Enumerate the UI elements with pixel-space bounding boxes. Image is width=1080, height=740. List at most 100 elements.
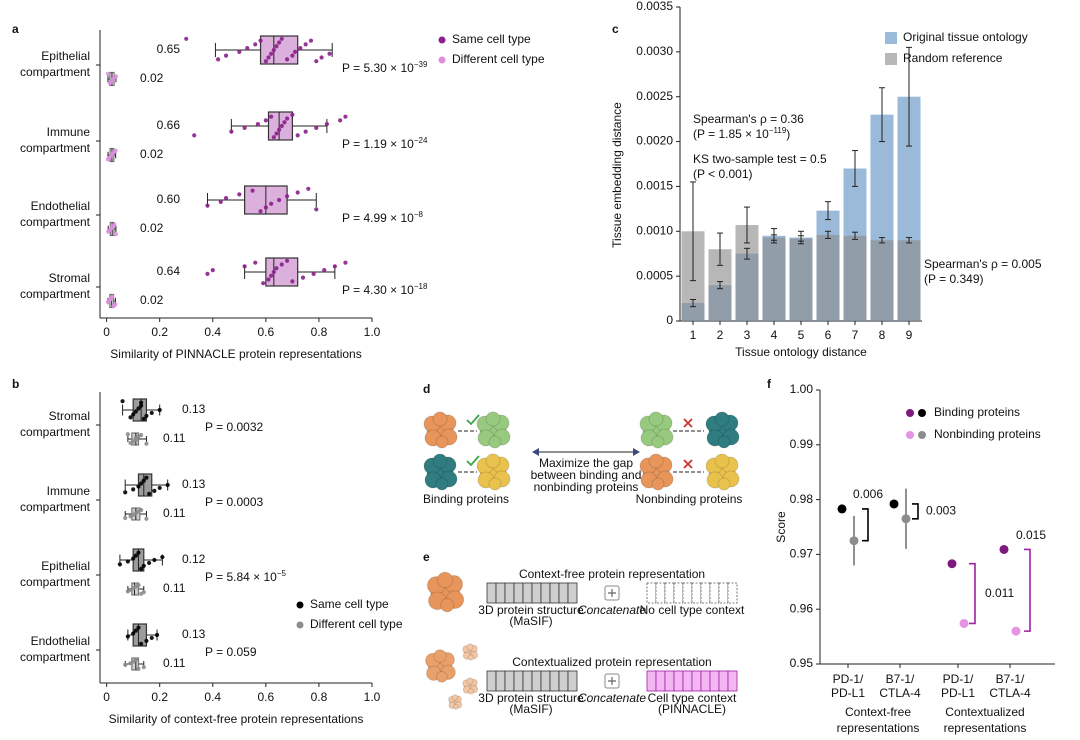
embedding-cell bbox=[567, 670, 578, 692]
group-label: Context-free representations bbox=[837, 705, 920, 735]
mean-label: 0.11 bbox=[163, 431, 186, 445]
data-point bbox=[152, 488, 157, 493]
legend-marker bbox=[918, 409, 926, 417]
embedding-cell bbox=[522, 582, 533, 604]
x-tick-label: 1.0 bbox=[364, 690, 381, 704]
bracket bbox=[969, 562, 976, 625]
x-tick-label: 0.6 bbox=[258, 690, 275, 704]
mean-label: 0.12 bbox=[182, 552, 206, 566]
data-point bbox=[284, 194, 290, 199]
x-tick-label: PD-1/PD-L1 bbox=[831, 672, 865, 700]
embedding-cell bbox=[495, 670, 506, 692]
legend-label: Same cell type bbox=[452, 32, 531, 46]
p-value: P = 4.30 × 10−18 bbox=[342, 282, 428, 298]
protein-lobe bbox=[467, 688, 475, 695]
data-point bbox=[279, 36, 284, 41]
data-point bbox=[271, 135, 276, 140]
embedding-cell bbox=[531, 670, 542, 692]
legend-marker bbox=[296, 621, 304, 629]
diagram-caption: (PINNACLE) bbox=[658, 702, 726, 716]
diagram-caption: (MaSIF) bbox=[509, 702, 552, 716]
x-tick-label: 6 bbox=[825, 328, 832, 342]
diagram-caption: Binding proteins bbox=[423, 492, 509, 506]
y-tick-label: 0.97 bbox=[790, 547, 814, 561]
data-point bbox=[284, 116, 290, 121]
y-tick-label: 0.0005 bbox=[636, 268, 673, 282]
x-tick-label: PD-1/PD-L1 bbox=[941, 672, 975, 700]
protein-lobe bbox=[452, 703, 459, 710]
data-point bbox=[160, 554, 165, 560]
p-value: P = 0.0003 bbox=[205, 495, 263, 509]
data-point bbox=[215, 57, 221, 62]
data-point bbox=[139, 507, 144, 513]
data-point bbox=[327, 51, 332, 56]
data-point bbox=[223, 196, 229, 201]
mean-label: 0.11 bbox=[163, 581, 186, 595]
bar bbox=[843, 235, 867, 321]
p-value: P = 0.059 bbox=[205, 645, 257, 659]
group-label: Contextualized representations bbox=[944, 705, 1027, 735]
data-point bbox=[139, 641, 144, 646]
context-cell bbox=[646, 670, 657, 692]
data-point bbox=[165, 482, 170, 488]
category-label: Endothelial compartment bbox=[20, 634, 91, 664]
y-tick-label: 0.96 bbox=[790, 601, 814, 615]
mean-label: 0.65 bbox=[157, 42, 181, 56]
mean-label: 0.13 bbox=[182, 477, 206, 491]
data-point bbox=[279, 262, 284, 267]
data-point bbox=[113, 302, 118, 307]
data-point bbox=[269, 51, 274, 56]
annotation: (P = 1.85 × 10−119) bbox=[693, 126, 790, 142]
data-point bbox=[223, 53, 229, 58]
data-point bbox=[133, 628, 138, 633]
data-point bbox=[255, 122, 260, 127]
y-tick-label: 0 bbox=[666, 313, 673, 327]
data-point bbox=[889, 499, 899, 509]
data-point bbox=[229, 129, 234, 134]
plus-sign bbox=[608, 677, 616, 685]
data-point bbox=[263, 118, 268, 123]
x-tick-label: 5 bbox=[798, 328, 805, 342]
data-point bbox=[284, 57, 290, 62]
mean-label: 0.13 bbox=[182, 402, 206, 416]
embedding-cell bbox=[504, 582, 515, 604]
legend-marker bbox=[438, 56, 446, 64]
data-point bbox=[290, 53, 295, 58]
diagram-caption: (MaSIF) bbox=[509, 614, 552, 628]
legend-marker bbox=[296, 601, 304, 609]
annotation-main: (P < 0.001) bbox=[693, 167, 752, 181]
data-point bbox=[274, 266, 279, 271]
data-point bbox=[144, 475, 149, 480]
x-tick-label: 7 bbox=[852, 328, 859, 342]
data-point bbox=[149, 410, 154, 416]
data-point bbox=[141, 416, 146, 421]
protein-lobe bbox=[466, 677, 474, 685]
data-point bbox=[269, 273, 274, 278]
cross-icon bbox=[683, 459, 693, 469]
data-point bbox=[314, 125, 319, 130]
data-point bbox=[295, 133, 300, 138]
data-point bbox=[269, 114, 274, 119]
data-point bbox=[131, 556, 136, 561]
data-point bbox=[308, 38, 314, 43]
data-point bbox=[141, 478, 146, 483]
data-point bbox=[210, 268, 215, 273]
embedding-cell bbox=[486, 582, 497, 604]
mean-label: 0.13 bbox=[182, 627, 206, 641]
p-value: P = 5.84 × 10−5 bbox=[205, 569, 287, 585]
data-point bbox=[139, 566, 144, 571]
data-point bbox=[303, 129, 308, 134]
data-point bbox=[125, 634, 130, 639]
data-point bbox=[250, 188, 255, 193]
bar bbox=[735, 225, 759, 321]
data-point bbox=[319, 55, 324, 60]
data-point bbox=[300, 275, 306, 280]
panel-label: f bbox=[767, 377, 772, 391]
data-point bbox=[324, 122, 329, 127]
x-tick-label: 0.2 bbox=[151, 690, 168, 704]
data-point bbox=[205, 271, 210, 276]
bracket-label: 0.003 bbox=[926, 504, 956, 518]
protein-lobe bbox=[433, 649, 447, 663]
x-tick-label: 8 bbox=[879, 328, 886, 342]
data-point bbox=[343, 260, 348, 265]
